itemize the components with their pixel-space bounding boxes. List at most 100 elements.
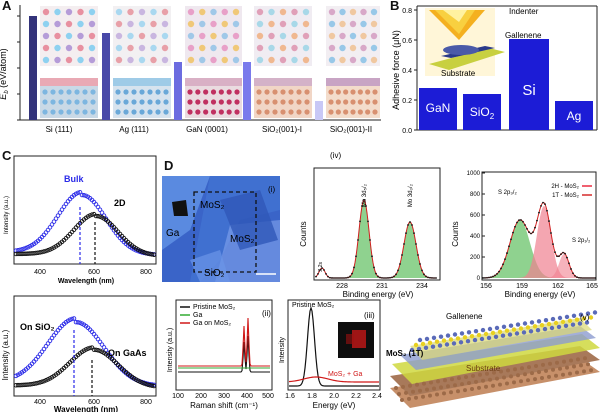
xps-mo-point xyxy=(331,277,333,279)
model-atom xyxy=(577,321,583,326)
xps-s-point xyxy=(528,231,530,233)
raman-legend-ga-on-mos2: Ga on MoS₂ xyxy=(193,320,231,327)
y-tick-label-b: 0.4 xyxy=(402,68,412,75)
atom-dot xyxy=(349,44,357,52)
xps-mo-point xyxy=(325,272,327,275)
xps-s-point xyxy=(592,277,594,279)
model-atom xyxy=(416,346,422,352)
atom-dot xyxy=(349,56,357,64)
atom-dot-side xyxy=(115,99,121,105)
model-atom xyxy=(434,339,440,344)
atom-dot xyxy=(328,20,336,28)
xps-s-point xyxy=(486,276,488,279)
atom-dot xyxy=(127,8,134,16)
model-atom xyxy=(455,336,461,341)
atom-dot xyxy=(54,8,61,16)
model-substrate-atom xyxy=(436,379,440,384)
model-atom xyxy=(486,335,492,341)
indenter-inset xyxy=(425,8,505,76)
xps-mo-point xyxy=(397,269,399,272)
model-atom xyxy=(514,331,520,336)
atom-dot xyxy=(268,32,275,40)
atom-dot xyxy=(127,56,134,64)
atom-dot xyxy=(65,20,73,28)
atom-dot-side xyxy=(139,99,145,105)
xps-s-point xyxy=(532,231,534,234)
model-substrate-atom xyxy=(463,388,467,393)
x-label-xps-s: Binding energy (eV) xyxy=(505,290,576,299)
model-substrate-atom xyxy=(456,389,460,394)
model-substrate-atom xyxy=(533,377,537,382)
xps-mo-point xyxy=(391,276,393,279)
model-substrate-atom xyxy=(474,379,478,384)
atom-dot-side xyxy=(163,89,169,95)
xps-mo-point xyxy=(387,277,389,279)
atom-dot xyxy=(360,20,367,28)
model-substrate-atom xyxy=(414,395,418,400)
xps-s-point xyxy=(502,263,504,266)
atom-dot-side xyxy=(335,109,341,115)
xps-mo-point xyxy=(355,255,357,258)
atom-dot xyxy=(256,20,264,28)
axes-pl xyxy=(287,299,381,391)
model-substrate-atom xyxy=(544,368,548,373)
pl-point-bulk xyxy=(51,219,57,224)
x-tick-c-top-800: 800 xyxy=(140,269,152,276)
y-tick-label-b: 0.8 xyxy=(402,8,412,15)
x-tick-raman-200: 200 xyxy=(195,393,207,400)
atom-dot xyxy=(360,8,367,16)
atom-dot xyxy=(370,56,378,64)
model-substrate-atom xyxy=(408,383,412,388)
model-substrate-atom xyxy=(425,387,429,392)
model-atom xyxy=(473,329,479,334)
bar-sio2-i xyxy=(243,62,251,120)
label-2d: 2D xyxy=(114,198,126,208)
atom-dot-side xyxy=(280,89,286,95)
model-atom xyxy=(424,336,430,342)
y-tick-label-b: 0.0 xyxy=(402,128,412,135)
model-atom xyxy=(528,329,534,334)
model-substrate-atom xyxy=(551,367,555,372)
xps-mo-point xyxy=(435,277,437,279)
model-substrate-atom xyxy=(548,361,552,366)
atom-dot xyxy=(360,56,367,64)
atom-dot xyxy=(187,8,195,16)
xps-mo-point xyxy=(333,277,335,279)
atom-dot xyxy=(302,20,310,28)
model-substrate-atom xyxy=(516,373,520,378)
model-atom xyxy=(479,336,485,342)
pl-point-bulk xyxy=(57,210,63,215)
model-substrate-atom xyxy=(502,375,506,380)
atom-dot-side xyxy=(296,109,302,115)
pl-point-on-gaas xyxy=(151,383,157,389)
panel-a: A Eb (eV/atom) xyxy=(0,0,382,140)
atom-dot xyxy=(291,32,298,40)
model-substrate-atom xyxy=(534,364,538,368)
pl-point-2d xyxy=(141,250,147,255)
model-substrate-atom xyxy=(401,384,405,389)
atom-dot xyxy=(256,32,264,40)
xps-mo-point xyxy=(375,272,377,275)
atom-dot-side xyxy=(272,109,278,115)
model-substrate-atom xyxy=(467,381,471,385)
model-atom xyxy=(557,315,563,321)
model-atom xyxy=(570,322,576,327)
xps-s-point xyxy=(570,268,572,270)
pl-point-2d xyxy=(39,249,45,255)
xps-s-point xyxy=(584,277,586,279)
pl-point-bulk xyxy=(65,199,71,204)
xps-mo-point xyxy=(363,199,365,201)
x-tick-c-bot-400: 400 xyxy=(34,399,46,406)
x-tick-xps-mo-228: 228 xyxy=(336,283,348,290)
xps-mo-point xyxy=(381,276,383,279)
xps-mo-point xyxy=(409,221,411,223)
pl-point-on-sio2 xyxy=(75,320,81,325)
xps-mo-point xyxy=(429,276,431,279)
x-label-pl: Energy (eV) xyxy=(313,401,356,410)
model-atom xyxy=(493,334,499,339)
xps-s-point xyxy=(514,225,516,228)
tag-ii: (ii) xyxy=(262,309,271,318)
atom-dot-side xyxy=(350,89,356,95)
label-gallenene-v: Gallenene xyxy=(446,312,483,321)
atom-dot-side xyxy=(187,89,193,95)
